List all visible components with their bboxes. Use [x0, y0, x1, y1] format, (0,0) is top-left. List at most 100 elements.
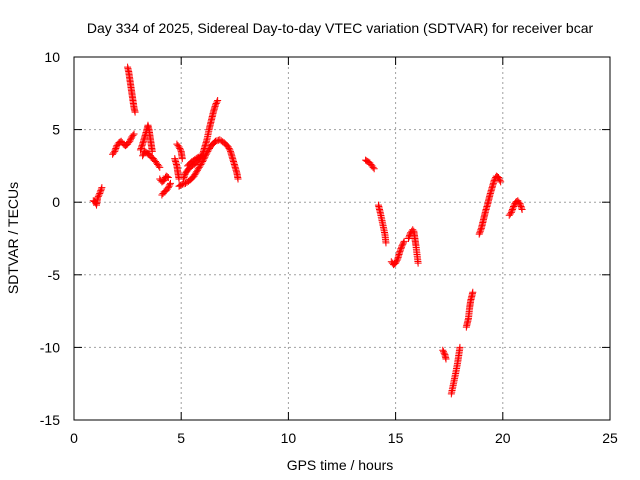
data-point	[160, 176, 168, 184]
data-point	[475, 230, 483, 238]
data-point-interp	[495, 175, 503, 183]
y-tick-label: 5	[52, 122, 60, 138]
data-point-interp	[516, 201, 524, 209]
data-point	[392, 259, 400, 267]
data-point-interp	[225, 144, 233, 152]
x-axis-label: GPS time / hours	[287, 457, 394, 473]
data-point-interp	[515, 198, 523, 206]
data-point	[404, 235, 412, 242]
data-point-interp	[397, 243, 405, 251]
x-tick-label: 5	[177, 430, 185, 446]
y-tick-label: -10	[40, 339, 60, 355]
data-point	[148, 147, 156, 155]
data-point	[507, 208, 515, 216]
y-axis-label: SDTVAR / TECUs	[5, 182, 21, 294]
data-point-interp	[138, 142, 146, 150]
data-point-interp	[440, 349, 448, 357]
data-point	[94, 194, 102, 202]
data-point-interp	[112, 143, 120, 151]
data-point-interp	[138, 143, 146, 151]
data-point-interp	[129, 131, 137, 139]
data-point	[190, 172, 198, 180]
data-point-interp	[176, 144, 184, 152]
data-point	[442, 355, 450, 363]
data-point	[136, 146, 144, 154]
data-point-interp	[517, 203, 525, 211]
x-tick-label: 20	[495, 430, 511, 446]
data-point-interp	[180, 172, 188, 180]
data-point-interp	[94, 192, 102, 200]
axis-ticks	[73, 56, 611, 421]
chart-title: Day 334 of 2025, Sidereal Day-to-day VTE…	[87, 20, 594, 36]
data-point-interp	[166, 181, 174, 189]
data-point-interp	[174, 142, 182, 150]
data-point	[166, 179, 174, 187]
x-tick-label: 0	[70, 430, 78, 446]
data-point-interp	[198, 159, 206, 167]
data-point	[178, 155, 186, 163]
data-point-interp	[195, 163, 203, 171]
data-point-interp	[509, 204, 517, 212]
data-point	[518, 205, 526, 213]
data-point-interp	[369, 163, 377, 171]
data-point	[214, 97, 222, 105]
tick-labels: 0 5 10 15 20 25 -15 -10 -5 0 5 10	[40, 49, 618, 446]
data-point	[139, 152, 147, 160]
data-point-interp	[155, 162, 163, 170]
data-point	[156, 163, 164, 171]
data-point-interp	[392, 258, 400, 266]
data-point-interp	[510, 201, 518, 209]
data-point-interp	[396, 246, 404, 254]
data-point-interp	[439, 348, 447, 356]
data-point	[370, 165, 378, 173]
data-point-interp	[399, 239, 407, 247]
data-point-interp	[226, 146, 234, 154]
data-point-interp	[196, 162, 204, 170]
data-point	[126, 137, 134, 145]
data-point	[96, 189, 104, 197]
y-tick-label: -5	[48, 267, 61, 283]
data-point-interp	[111, 146, 119, 154]
data-point	[456, 343, 464, 351]
data-point	[224, 143, 232, 151]
data-point-interp	[476, 229, 484, 237]
data-point	[164, 174, 172, 182]
data-point-interp	[191, 171, 199, 179]
data-point-interp	[508, 205, 516, 213]
data-point	[382, 239, 390, 247]
data-point	[497, 178, 505, 186]
x-tick-label: 15	[388, 430, 404, 446]
x-tick-label: 10	[281, 430, 297, 446]
data-point-interp	[193, 154, 201, 162]
data-point	[439, 346, 447, 354]
data-point-interp	[127, 134, 135, 142]
data-point-interp	[212, 99, 220, 107]
x-tick-label: 25	[602, 430, 618, 446]
data-point-interp	[496, 176, 504, 184]
data-point-interp	[476, 227, 484, 235]
data-point	[495, 174, 503, 182]
data-point	[130, 130, 138, 138]
data-point-interp	[95, 191, 103, 199]
data-point	[396, 248, 404, 256]
data-point	[234, 175, 242, 183]
data-point	[111, 147, 119, 155]
data-point-interp	[112, 144, 120, 152]
data-point	[469, 288, 477, 296]
data-point-interp	[393, 256, 401, 264]
data-point	[398, 242, 406, 250]
data-point	[400, 237, 408, 245]
data-point-interp	[176, 146, 184, 154]
data-point	[131, 108, 139, 116]
data-point	[212, 101, 220, 109]
data-point-interp	[518, 204, 526, 212]
data-point-interp	[399, 240, 407, 248]
data-point-interp	[213, 98, 221, 106]
data-point-interp	[192, 169, 200, 177]
data-point-interp	[96, 188, 104, 196]
data-points	[89, 63, 526, 398]
data-point	[164, 184, 172, 192]
data-point	[194, 165, 202, 173]
data-point-interp	[197, 160, 205, 168]
data-point-interp	[193, 166, 201, 174]
